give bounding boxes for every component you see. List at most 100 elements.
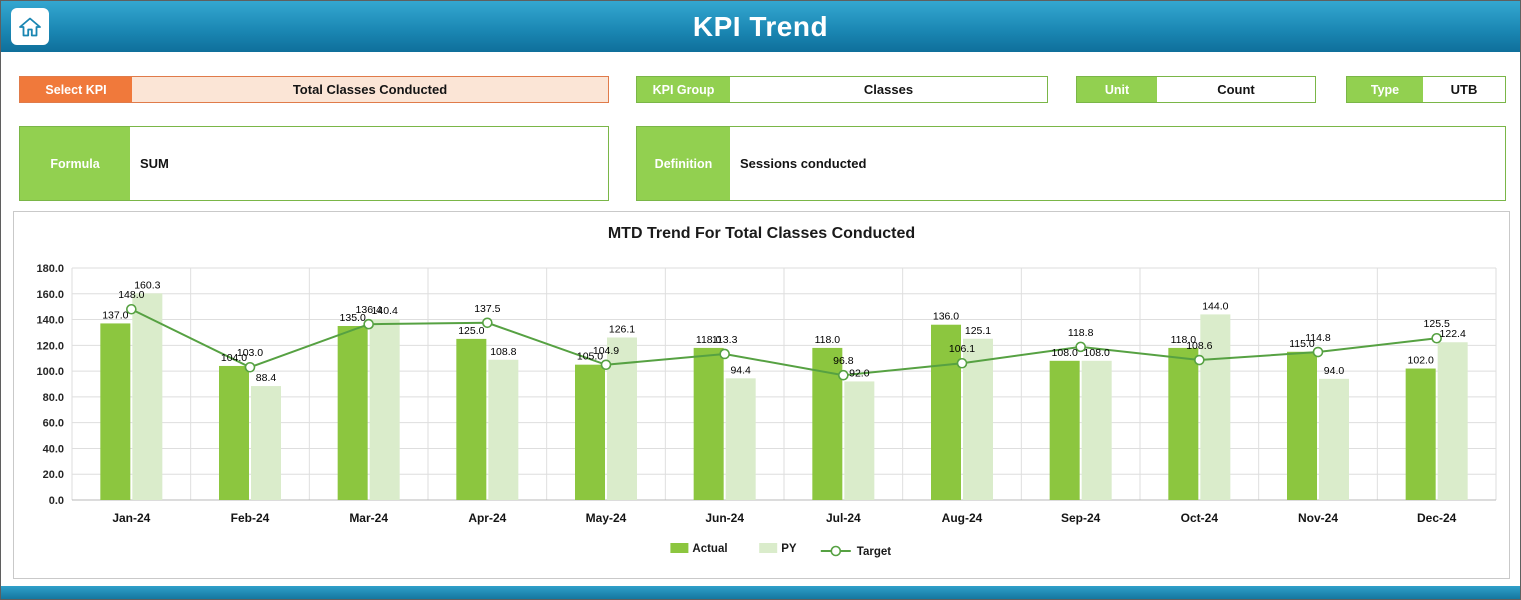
target-data-label: 104.9	[593, 345, 619, 357]
target-marker	[126, 303, 137, 315]
chart-title: MTD Trend For Total Classes Conducted	[607, 225, 916, 242]
x-axis-label: Dec-24	[1417, 511, 1457, 525]
legend-label: Actual	[692, 543, 727, 555]
py-bar	[488, 359, 519, 500]
x-axis-label: Mar-24	[349, 511, 388, 525]
actual-data-label: 137.0	[102, 309, 128, 321]
actual-bar	[100, 323, 131, 500]
actual-data-label: 104.0	[221, 352, 247, 364]
target-data-label: 137.5	[474, 303, 500, 315]
y-axis-tick: 180.0	[36, 263, 64, 275]
footer-bar	[1, 586, 1520, 599]
actual-data-label: 118.0	[696, 334, 722, 346]
x-axis-label: Jul-24	[826, 511, 861, 525]
legend-swatch	[670, 543, 689, 553]
target-marker	[838, 369, 849, 381]
type-label: Type	[1347, 77, 1423, 102]
target-marker	[1431, 332, 1442, 344]
select-kpi-field: Select KPI Total Classes Conducted	[19, 76, 609, 103]
legend-label: Target	[857, 546, 891, 558]
kpi-trend-chart: 0.0 20.0 40.0 60.0 80.0 100.0 120.0 140.0 160.0 1…	[36, 263, 1497, 558]
py-bar	[251, 386, 281, 500]
py-bar	[1437, 342, 1468, 500]
legend-target-marker	[830, 545, 842, 557]
target-data-label: 118.8	[1068, 327, 1094, 339]
py-data-label: 125.1	[965, 325, 991, 337]
y-axis-tick: 160.0	[36, 289, 64, 301]
py-bar	[725, 378, 756, 500]
x-axis-label: Apr-24	[468, 511, 506, 525]
x-axis-label: Oct-24	[1181, 511, 1219, 525]
target-marker	[600, 359, 612, 371]
actual-bar	[1287, 351, 1317, 500]
actual-bar	[575, 364, 605, 500]
legend-label: PY	[781, 543, 797, 555]
target-data-label: 96.8	[833, 355, 854, 367]
target-marker	[244, 361, 256, 373]
definition-field: Definition Sessions conducted	[636, 126, 1506, 201]
actual-bar	[931, 324, 961, 500]
target-data-label: 103.0	[237, 347, 263, 359]
formula-field: Formula SUM	[19, 126, 609, 201]
actual-bar	[1405, 368, 1436, 500]
target-marker	[363, 318, 374, 330]
py-bar	[369, 319, 400, 500]
y-axis-tick: 140.0	[36, 315, 64, 327]
actual-data-label: 105.0	[577, 351, 603, 363]
target-data-label: 114.8	[1305, 332, 1331, 344]
definition-value: Sessions conducted	[740, 156, 867, 171]
x-axis-label: Jun-24	[705, 511, 744, 525]
kpi-group-field: KPI Group Classes	[636, 76, 1048, 103]
select-kpi-value[interactable]: Total Classes Conducted	[132, 77, 608, 102]
formula-label: Formula	[20, 127, 130, 200]
py-data-label: 94.4	[730, 364, 751, 376]
actual-data-label: 125.0	[458, 325, 484, 337]
actual-data-label: 118.0	[1171, 334, 1197, 346]
py-data-label: 160.3	[134, 279, 160, 291]
home-button[interactable]	[11, 8, 49, 45]
target-data-label: 125.5	[1424, 318, 1450, 330]
target-line	[130, 308, 1437, 377]
py-bar	[1081, 360, 1112, 500]
type-value: UTB	[1450, 82, 1478, 97]
actual-bar	[456, 338, 487, 500]
target-marker	[719, 348, 730, 360]
x-axis-label: May-24	[586, 511, 627, 525]
legend-swatch	[759, 543, 778, 553]
actual-data-label: 108.0	[1052, 347, 1078, 359]
x-axis-label: Sep-24	[1061, 511, 1101, 525]
x-axis-label: Jan-24	[112, 511, 150, 525]
py-data-label: 126.1	[609, 323, 635, 335]
header-bar: KPI Trend	[1, 1, 1520, 52]
actual-bar	[1168, 347, 1199, 500]
y-axis-tick: 60.0	[43, 418, 64, 430]
py-data-label: 92.0	[849, 367, 870, 379]
py-data-label: 94.0	[1324, 365, 1345, 377]
kpi-group-value: Classes	[863, 82, 914, 97]
target-data-label: 108.6	[1186, 340, 1212, 352]
target-data-label: 136.4	[356, 304, 382, 316]
actual-data-label: 115.0	[1289, 338, 1315, 350]
py-bar	[1319, 378, 1349, 500]
target-marker	[1075, 341, 1086, 353]
y-axis-tick: 0.0	[49, 495, 64, 507]
target-data-label: 148.0	[118, 289, 144, 301]
actual-data-label: 136.0	[933, 311, 959, 323]
unit-field: Unit Count	[1076, 76, 1316, 103]
py-data-label: 108.0	[1084, 347, 1110, 359]
select-kpi-label: Select KPI	[20, 77, 132, 102]
target-marker	[1194, 354, 1205, 366]
type-field: Type UTB	[1346, 76, 1506, 103]
actual-data-label: 135.0	[340, 312, 366, 324]
target-data-label: 106.1	[949, 343, 975, 355]
py-bar	[132, 293, 163, 500]
py-data-label: 122.4	[1440, 328, 1466, 340]
x-axis-label: Nov-24	[1298, 511, 1338, 525]
y-axis-tick: 100.0	[36, 366, 64, 378]
y-axis-tick: 80.0	[43, 392, 64, 404]
actual-bar	[219, 365, 249, 500]
y-axis-tick: 20.0	[43, 469, 64, 481]
target-data-label: 113.3	[712, 334, 738, 346]
py-data-label: 144.0	[1202, 300, 1228, 312]
